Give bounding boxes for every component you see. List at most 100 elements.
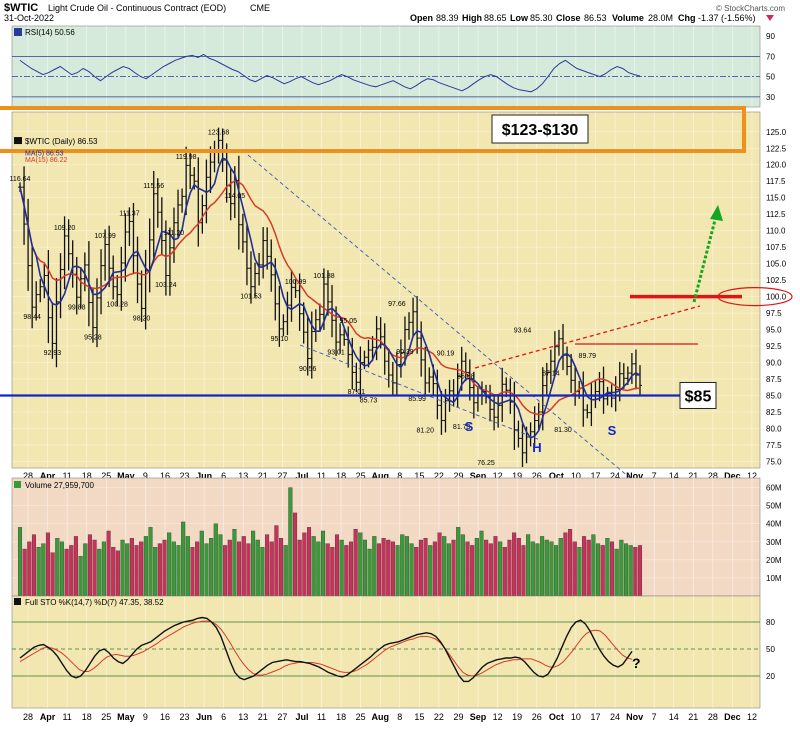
price-annotation-label: 119.98	[176, 154, 197, 161]
x-tick-label: 21	[688, 471, 698, 481]
volume-bar	[41, 543, 46, 597]
volume-bar	[330, 547, 335, 597]
rsi-line	[19, 53, 641, 93]
volume-bar	[92, 539, 97, 597]
volume-bar	[390, 541, 395, 597]
price-annotation-label: 81.20	[416, 428, 434, 435]
price-annotation-label: 90.56	[299, 366, 317, 373]
price-annotation-label: 100.28	[107, 302, 129, 309]
volume-bar	[376, 543, 381, 597]
stochastic-d-line	[19, 620, 633, 677]
x-tick-label: Apr	[40, 471, 56, 481]
volume-bar	[255, 539, 260, 597]
volume-bar	[125, 543, 130, 597]
volume-bar	[265, 534, 270, 597]
close-value: 86.53	[584, 13, 607, 23]
volume-bar	[59, 541, 64, 597]
channel-upper-line	[247, 154, 631, 479]
x-tick-label: Apr	[40, 712, 56, 722]
volume-bar	[395, 545, 400, 597]
price-panel: 125.0 122.5 120.0 117.5 115.0 112.5 110.0 107.5…	[0, 106, 793, 481]
price-legend-label: $WTIC (Daily) 86.53	[25, 137, 98, 146]
head-label: H	[532, 440, 541, 455]
volume-tick-label: 50M	[766, 502, 782, 511]
volume-bar	[591, 534, 596, 597]
x-tick-label: Jun	[196, 712, 212, 722]
volume-bar	[526, 534, 531, 597]
date-label: 31-Oct-2022	[4, 13, 54, 23]
rsi-panel: 90 70 50 30 RSI(14) 50.56	[11, 25, 775, 108]
x-tick-label: 10	[571, 471, 581, 481]
price-annotation-label: 99.88	[68, 304, 86, 311]
volume-bar	[22, 548, 27, 597]
x-tick-label: 12	[747, 712, 757, 722]
x-tick-label: 26	[532, 712, 542, 722]
volume-bar	[614, 548, 619, 597]
price-annotation-label: 85.99	[408, 396, 426, 403]
stochastic-tick-label: 50	[766, 645, 775, 654]
x-tick-label: 19	[512, 471, 522, 481]
price-legend-swatch	[14, 137, 22, 145]
low-label: Low	[510, 13, 529, 23]
x-tick-label: Dec	[724, 712, 741, 722]
x-tick-label: 12	[493, 712, 503, 722]
x-tick-label: 18	[336, 712, 346, 722]
x-tick-label: 14	[669, 712, 679, 722]
volume-bar	[474, 538, 479, 597]
x-tick-label: 7	[652, 712, 657, 722]
volume-bar	[381, 538, 386, 597]
volume-bar	[442, 536, 447, 597]
volume-bar	[610, 541, 615, 597]
left-shoulder-label: S	[465, 419, 474, 434]
volume-bar	[334, 534, 340, 597]
price-tick-label: 112.5	[766, 210, 786, 219]
x-tick-label: 8	[397, 471, 402, 481]
volume-bar	[568, 529, 573, 597]
stochastic-panel: 80 50 20? Full STO %K(14,7) %D(7) 47.35, 38…	[11, 595, 775, 722]
volume-tick-label: 40M	[766, 520, 782, 529]
volume-bar	[549, 541, 554, 597]
volume-bar	[544, 539, 549, 597]
volume-bar	[120, 539, 125, 597]
volume-bar	[362, 539, 367, 597]
volume-bar	[27, 541, 32, 597]
volume-bar	[31, 534, 36, 597]
price-annotation-label: 116.64	[10, 176, 31, 183]
volume-bar	[637, 545, 643, 597]
x-tick-label: May	[117, 712, 135, 722]
price-annotation-label: 109.20	[54, 225, 76, 232]
volume-bar	[55, 538, 60, 597]
volume-bar	[17, 527, 23, 597]
projection-arrow-head	[710, 205, 723, 221]
ma5-legend-label: MA(5) 86.53	[25, 151, 64, 158]
price-annotation-label: 76.25	[477, 460, 495, 467]
x-tick-label: 12	[493, 471, 503, 481]
x-tick-label: Sep	[470, 471, 487, 481]
volume-bar	[488, 543, 493, 597]
volume-bar	[241, 536, 246, 597]
x-tick-label: 10	[571, 712, 581, 722]
x-tick-label: 28	[23, 712, 33, 722]
volume-bar	[134, 545, 139, 597]
ma15-legend-label: MA(15) 86.22	[25, 157, 68, 164]
x-tick-label: 18	[82, 471, 92, 481]
x-tick-label: 11	[62, 712, 71, 722]
price-tick-label: 125.0	[766, 128, 787, 137]
volume-bar	[73, 536, 78, 597]
x-tick-label: 26	[532, 471, 542, 481]
volume-bar	[176, 545, 181, 597]
rsi-tick-label: 70	[766, 52, 775, 61]
volume-bar	[101, 541, 106, 597]
chg-value: -1.37 (-1.56%)	[698, 13, 756, 23]
price-tick-label: 100.0	[766, 293, 787, 302]
x-tick-label: 13	[238, 712, 248, 722]
x-tick-label: 19	[512, 712, 522, 722]
price-annotation-label: 95.28	[84, 335, 102, 342]
price-annotation-label: 85.73	[360, 398, 378, 405]
price-annotation-label: 95.05	[339, 318, 357, 325]
x-tick-label: 6	[221, 471, 226, 481]
price-tick-label: 102.5	[766, 276, 787, 285]
price-tick-label: 107.5	[766, 243, 787, 252]
